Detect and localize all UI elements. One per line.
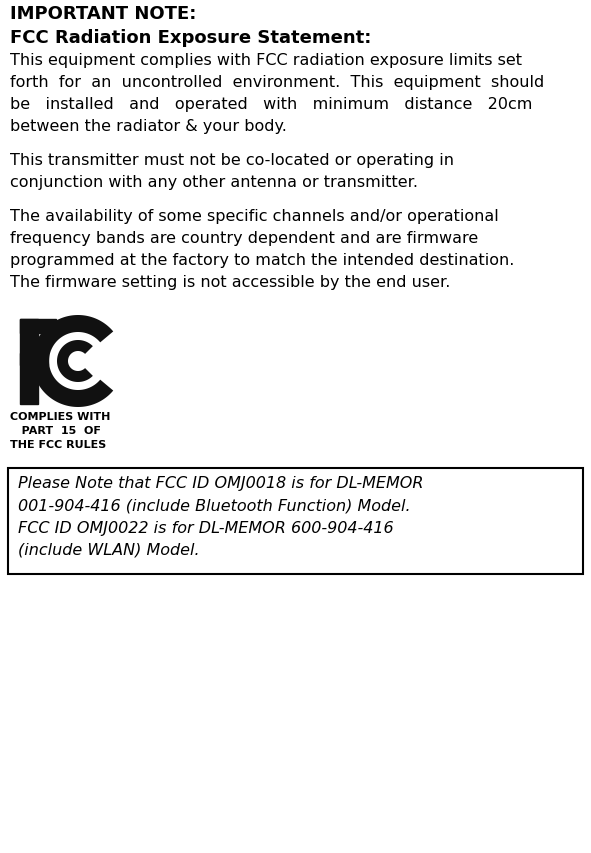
Text: THE FCC RULES: THE FCC RULES (10, 440, 106, 450)
Bar (20, 319, 56, 334)
Text: This transmitter must not be co-located or operating in: This transmitter must not be co-located … (10, 153, 454, 168)
Text: FCC Radiation Exposure Statement:: FCC Radiation Exposure Statement: (10, 29, 371, 47)
Text: between the radiator & your body.: between the radiator & your body. (10, 119, 287, 134)
Bar (8, 468, 583, 574)
Text: PART  15  OF: PART 15 OF (10, 426, 101, 436)
PathPatch shape (32, 316, 113, 408)
Text: conjunction with any other antenna or transmitter.: conjunction with any other antenna or tr… (10, 175, 418, 189)
PathPatch shape (57, 340, 93, 382)
Bar (20, 319, 38, 404)
Text: frequency bands are country dependent and are firmware: frequency bands are country dependent an… (10, 230, 478, 246)
Text: The firmware setting is not accessible by the end user.: The firmware setting is not accessible b… (10, 275, 450, 290)
Text: be   installed   and   operated   with   minimum   distance   20cm: be installed and operated with minimum d… (10, 97, 532, 112)
Text: This equipment complies with FCC radiation exposure limits set: This equipment complies with FCC radiati… (10, 53, 522, 68)
Bar (20, 354, 48, 366)
Text: (include WLAN) Model.: (include WLAN) Model. (18, 542, 200, 557)
Text: forth  for  an  uncontrolled  environment.  This  equipment  should: forth for an uncontrolled environment. T… (10, 75, 544, 90)
Text: FCC ID OMJ0022 is for DL-MEMOR 600-904-416: FCC ID OMJ0022 is for DL-MEMOR 600-904-4… (18, 519, 394, 535)
Text: IMPORTANT NOTE:: IMPORTANT NOTE: (10, 5, 196, 23)
Text: COMPLIES WITH: COMPLIES WITH (10, 412, 111, 422)
Text: 001-904-416 (include Bluetooth Function) Model.: 001-904-416 (include Bluetooth Function)… (18, 498, 411, 513)
Text: The availability of some specific channels and/or operational: The availability of some specific channe… (10, 209, 499, 223)
Text: programmed at the factory to match the intended destination.: programmed at the factory to match the i… (10, 252, 514, 268)
Text: Please Note that FCC ID OMJ0018 is for DL-MEMOR: Please Note that FCC ID OMJ0018 is for D… (18, 476, 424, 491)
